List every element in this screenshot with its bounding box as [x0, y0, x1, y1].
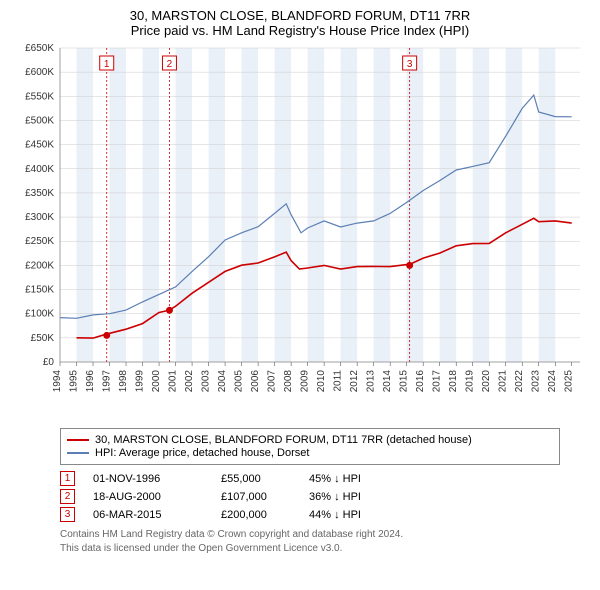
svg-text:2019: 2019 [465, 370, 476, 393]
svg-text:£450K: £450K [25, 140, 54, 151]
chart-svg: £0 £50K £100K £150K £200K £250K £300K £350K £400… [10, 42, 590, 422]
marker-price-1: £55,000 [221, 473, 291, 485]
svg-text:2025: 2025 [564, 370, 575, 393]
svg-text:£150K: £150K [25, 285, 54, 296]
svg-text:2009: 2009 [300, 370, 311, 393]
svg-text:2003: 2003 [201, 370, 212, 393]
marker-badge-1: 1 [60, 471, 75, 486]
svg-text:2001: 2001 [168, 370, 179, 393]
marker-date-2: 18-AUG-2000 [93, 491, 203, 503]
svg-text:2018: 2018 [448, 370, 459, 393]
legend-row-property: 30, MARSTON CLOSE, BLANDFORD FORUM, DT11… [67, 434, 553, 446]
svg-text:2016: 2016 [415, 370, 426, 393]
svg-text:£250K: £250K [25, 236, 54, 247]
svg-text:£400K: £400K [25, 164, 54, 175]
marker-pct-3: 44% ↓ HPI [309, 509, 399, 521]
svg-text:2: 2 [167, 59, 173, 70]
svg-text:1: 1 [104, 59, 110, 70]
marker-badge-3: 3 [60, 507, 75, 522]
legend-label-hpi: HPI: Average price, detached house, Dors… [95, 447, 309, 459]
marker-price-2: £107,000 [221, 491, 291, 503]
marker-pct-2: 36% ↓ HPI [309, 491, 399, 503]
footer: Contains HM Land Registry data © Crown c… [60, 528, 560, 555]
marker-date-1: 01-NOV-1996 [93, 473, 203, 485]
svg-text:2004: 2004 [217, 370, 228, 393]
chart-container: { "title_line1": "30, MARSTON CLOSE, BLA… [0, 0, 600, 590]
svg-text:£200K: £200K [25, 260, 54, 271]
svg-text:2006: 2006 [250, 370, 261, 393]
svg-text:2000: 2000 [151, 370, 162, 393]
svg-text:1997: 1997 [102, 370, 113, 393]
marker-date-3: 06-MAR-2015 [93, 509, 203, 521]
marker-row-1: 1 01-NOV-1996 £55,000 45% ↓ HPI [60, 471, 560, 486]
svg-text:£100K: £100K [25, 309, 54, 320]
svg-text:2023: 2023 [531, 370, 542, 393]
svg-text:£350K: £350K [25, 188, 54, 199]
svg-text:3: 3 [407, 59, 413, 70]
svg-text:£0: £0 [43, 357, 55, 368]
chart-title-subtitle: Price paid vs. HM Land Registry's House … [10, 23, 590, 38]
svg-text:2021: 2021 [498, 370, 509, 393]
marker-price-3: £200,000 [221, 509, 291, 521]
svg-text:2015: 2015 [399, 370, 410, 393]
svg-text:2007: 2007 [267, 370, 278, 393]
legend: 30, MARSTON CLOSE, BLANDFORD FORUM, DT11… [60, 428, 560, 465]
svg-text:2002: 2002 [184, 370, 195, 393]
svg-text:2017: 2017 [432, 370, 443, 393]
svg-text:£50K: £50K [31, 333, 55, 344]
svg-text:£600K: £600K [25, 67, 54, 78]
legend-label-property: 30, MARSTON CLOSE, BLANDFORD FORUM, DT11… [95, 434, 472, 446]
marker-badge-2: 2 [60, 489, 75, 504]
chart-plot: £0 £50K £100K £150K £200K £250K £300K £350K £400… [10, 42, 590, 422]
svg-text:1995: 1995 [69, 370, 80, 393]
chart-title-block: 30, MARSTON CLOSE, BLANDFORD FORUM, DT11… [10, 8, 590, 38]
svg-text:£550K: £550K [25, 91, 54, 102]
svg-text:£300K: £300K [25, 212, 54, 223]
svg-text:2005: 2005 [234, 370, 245, 393]
svg-text:2012: 2012 [349, 370, 360, 393]
svg-text:1999: 1999 [135, 370, 146, 393]
svg-text:1998: 1998 [118, 370, 129, 393]
svg-text:2014: 2014 [382, 370, 393, 393]
svg-text:2010: 2010 [316, 370, 327, 393]
svg-text:2024: 2024 [547, 370, 558, 393]
svg-text:2020: 2020 [481, 370, 492, 393]
svg-text:£650K: £650K [25, 43, 54, 54]
svg-text:£500K: £500K [25, 115, 54, 126]
svg-text:2008: 2008 [283, 370, 294, 393]
legend-swatch-hpi [67, 452, 89, 454]
svg-text:2013: 2013 [366, 370, 377, 393]
marker-row-2: 2 18-AUG-2000 £107,000 36% ↓ HPI [60, 489, 560, 504]
marker-row-3: 3 06-MAR-2015 £200,000 44% ↓ HPI [60, 507, 560, 522]
svg-text:2011: 2011 [333, 370, 344, 392]
marker-pct-1: 45% ↓ HPI [309, 473, 399, 485]
footer-line-1: Contains HM Land Registry data © Crown c… [60, 528, 560, 542]
chart-title-address: 30, MARSTON CLOSE, BLANDFORD FORUM, DT11… [10, 8, 590, 23]
svg-text:2022: 2022 [514, 370, 525, 393]
legend-row-hpi: HPI: Average price, detached house, Dors… [67, 447, 553, 459]
footer-line-2: This data is licensed under the Open Gov… [60, 542, 560, 556]
marker-table: 1 01-NOV-1996 £55,000 45% ↓ HPI 2 18-AUG… [60, 471, 560, 522]
svg-text:1994: 1994 [52, 370, 63, 393]
legend-swatch-property [67, 439, 89, 441]
svg-text:1996: 1996 [85, 370, 96, 393]
